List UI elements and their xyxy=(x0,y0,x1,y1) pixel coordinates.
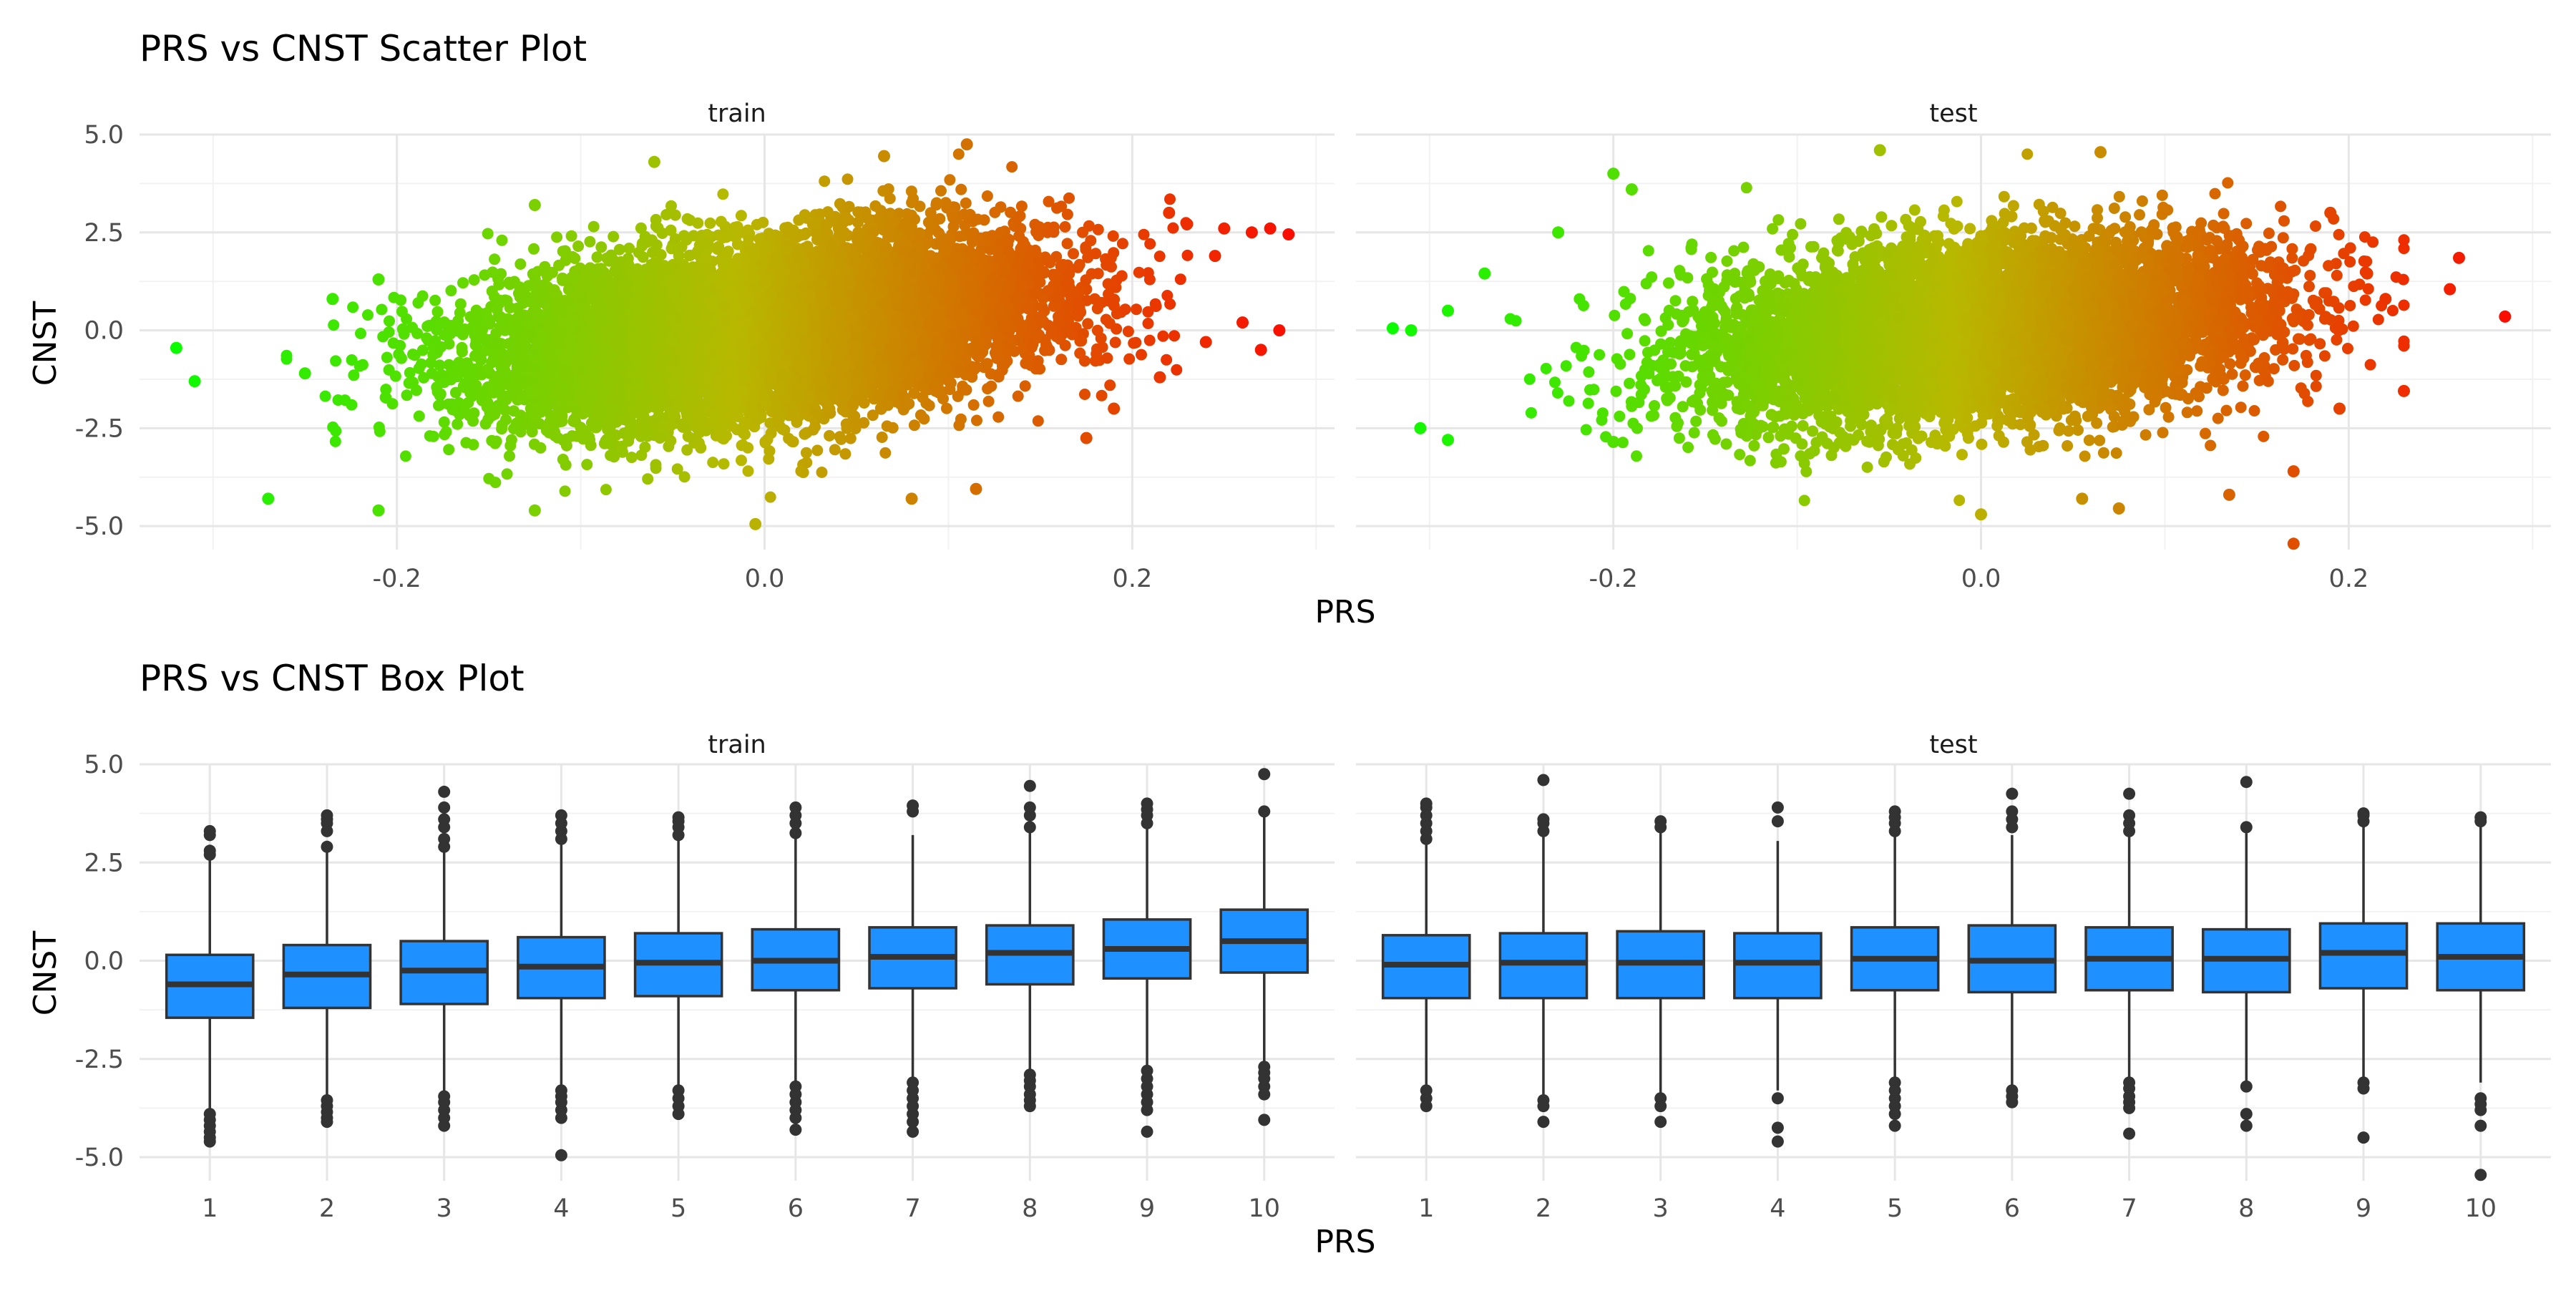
scatter-point xyxy=(639,442,650,453)
scatter-point xyxy=(528,243,540,255)
scatter-point xyxy=(600,435,612,447)
scatter-facet-label-test: test xyxy=(1929,99,1977,128)
scatter-point xyxy=(971,415,982,427)
scatter-point xyxy=(845,433,857,444)
scatter-point xyxy=(429,295,441,306)
scatter-point xyxy=(736,454,747,466)
scatter-point xyxy=(1164,193,1176,205)
scatter-point xyxy=(374,422,385,433)
scatter-point xyxy=(535,442,547,454)
scatter-point xyxy=(983,396,995,407)
scatter-point xyxy=(381,352,393,364)
scatter-point xyxy=(1138,229,1150,240)
scatter-point xyxy=(482,228,494,240)
scatter-point xyxy=(642,473,653,484)
scatter-point xyxy=(736,210,747,221)
scatter-point xyxy=(737,439,748,451)
scatter-point xyxy=(982,383,993,394)
scatter-point xyxy=(401,389,413,401)
scatter-point xyxy=(869,200,881,212)
scatter-point xyxy=(955,184,967,195)
scatter-point xyxy=(595,241,607,253)
scatter-point xyxy=(707,457,718,468)
scatter-chart-title: PRS vs CNST Scatter Plot xyxy=(140,28,587,69)
scatter-point xyxy=(1101,352,1113,364)
scatter-point xyxy=(1116,271,1128,282)
scatter-point xyxy=(960,198,972,209)
scatter-point xyxy=(551,231,562,243)
scatter-point xyxy=(445,285,457,296)
scatter-point xyxy=(906,185,917,197)
scatter-point xyxy=(1157,331,1169,342)
scatter-point xyxy=(1092,303,1103,314)
scatter-point xyxy=(867,409,879,421)
scatter-point xyxy=(716,216,727,228)
scatter-point xyxy=(941,403,952,414)
scatter-point xyxy=(452,419,463,430)
scatter-point xyxy=(400,450,411,462)
scatter-point xyxy=(469,274,480,286)
scatter-point xyxy=(1060,221,1071,233)
scatter-point xyxy=(412,297,424,308)
scatter-point xyxy=(592,251,603,263)
scatter-point xyxy=(1068,248,1079,260)
scatter-point xyxy=(572,240,584,252)
scatter-point xyxy=(1104,379,1116,391)
scatter-point xyxy=(1055,354,1067,365)
scatter-point xyxy=(347,301,358,313)
scatter-point xyxy=(824,430,835,442)
scatter-point xyxy=(560,485,571,497)
scatter-point xyxy=(1131,303,1142,315)
scatter-point xyxy=(1169,330,1180,341)
scatter-point xyxy=(504,450,515,462)
scatter-point xyxy=(1020,380,1031,391)
scatter-point xyxy=(909,419,920,431)
scatter-point xyxy=(489,477,501,488)
scatter-point xyxy=(1096,390,1108,401)
scatter-point xyxy=(1143,318,1154,329)
scatter-point xyxy=(717,188,728,200)
scatter-point xyxy=(718,458,730,469)
scatter-point xyxy=(502,468,513,479)
scatter-point xyxy=(1013,391,1024,402)
scatter-point xyxy=(816,467,828,478)
scatter-point xyxy=(457,342,468,354)
scatter-point xyxy=(1161,290,1173,301)
scatter-point xyxy=(955,414,967,425)
scatter-point xyxy=(330,355,341,366)
scatter-point xyxy=(683,431,694,442)
scatter-point xyxy=(1117,238,1128,249)
scatter-point xyxy=(1016,200,1028,212)
scatter-point xyxy=(1133,267,1145,278)
scatter-point xyxy=(972,214,983,225)
scatter-point xyxy=(557,273,568,284)
scatter-point xyxy=(858,417,869,429)
scatter-point xyxy=(1171,364,1182,376)
scatter-point xyxy=(829,444,841,455)
scatter-point xyxy=(1090,248,1101,259)
scatter-point xyxy=(439,416,450,428)
scatter-point xyxy=(705,218,716,229)
scatter-point xyxy=(879,447,891,459)
scatter-point xyxy=(765,492,776,503)
scatter-point xyxy=(1136,349,1147,361)
scatter-point xyxy=(414,411,425,422)
scatter-point xyxy=(355,328,366,339)
scatter-point xyxy=(1093,224,1104,235)
scatter-facet-label-train: train xyxy=(708,99,766,128)
scatter-point xyxy=(320,391,331,402)
scatter-point xyxy=(395,294,406,306)
scatter-point xyxy=(1180,217,1191,228)
